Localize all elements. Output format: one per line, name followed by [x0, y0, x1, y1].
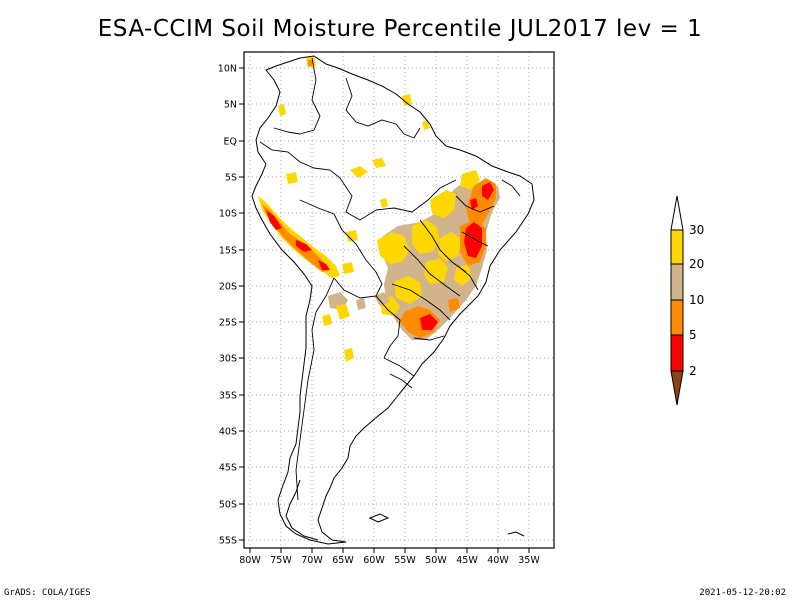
lon-tick-label: 75W [270, 555, 292, 566]
lat-tick-label: 10N [218, 64, 237, 75]
lat-tick-label: EQ [224, 137, 237, 148]
map-frame [243, 51, 555, 549]
lat-tick-label: 5N [224, 100, 237, 111]
lat-tick-label: 45S [219, 463, 237, 474]
lat-tick-label: 25S [219, 318, 237, 329]
legend-label: 5 [689, 328, 697, 342]
country-borders [259, 57, 521, 501]
tick-marks [239, 67, 530, 553]
lon-tick-label: 60W [363, 555, 385, 566]
lon-tick-label: 40W [487, 555, 509, 566]
legend-label: 30 [689, 223, 704, 237]
lat-tick-label: 30S [219, 354, 237, 365]
lon-tick-label: 70W [301, 555, 323, 566]
lon-tick-label: 55W [394, 555, 416, 566]
lat-tick-label: 20S [219, 282, 237, 293]
footer-credit: GrADS: COLA/IGES [4, 588, 91, 598]
lon-tick-label: 35W [518, 555, 540, 566]
legend-swatch-20-30 [670, 229, 684, 265]
lon-labels: 80W 75W 70W 65W 60W 55W 50W 45W 40W 35W [239, 555, 540, 566]
map-title: ESA-CCIM Soil Moisture Percentile JUL201… [97, 16, 703, 42]
legend-swatch-above-30 [670, 195, 684, 231]
lat-tick-label: 50S [219, 500, 237, 511]
lat-tick-label: 15S [219, 246, 237, 257]
lon-tick-label: 80W [239, 555, 261, 566]
lon-tick-label: 45W [456, 555, 478, 566]
lat-tick-label: 40S [219, 427, 237, 438]
legend-swatch-below-2 [670, 370, 684, 406]
legend-label: 20 [689, 257, 704, 271]
coastlines [251, 55, 535, 545]
legend-label: 2 [689, 364, 697, 378]
legend-swatch-10-20 [670, 263, 684, 301]
legend-label: 10 [689, 293, 704, 307]
lat-tick-label: 35S [219, 391, 237, 402]
lat-tick-label: 55S [219, 536, 237, 547]
legend-swatch-5-10 [670, 299, 684, 336]
lat-labels: 10N 5N EQ 5S 10S 15S 20S 25S 30S 35S 40S… [218, 64, 237, 547]
legend-swatch-2-5 [670, 334, 684, 372]
lon-tick-label: 65W [332, 555, 354, 566]
color-legend [670, 195, 684, 406]
lat-tick-label: 5S [225, 173, 237, 184]
lat-tick-label: 10S [219, 209, 237, 220]
soil-moisture-shading [258, 56, 500, 362]
lon-tick-label: 50W [425, 555, 447, 566]
legend-labels: 2 5 10 20 30 [689, 223, 704, 378]
footer-timestamp: 2021-05-12-20:02 [699, 588, 786, 598]
